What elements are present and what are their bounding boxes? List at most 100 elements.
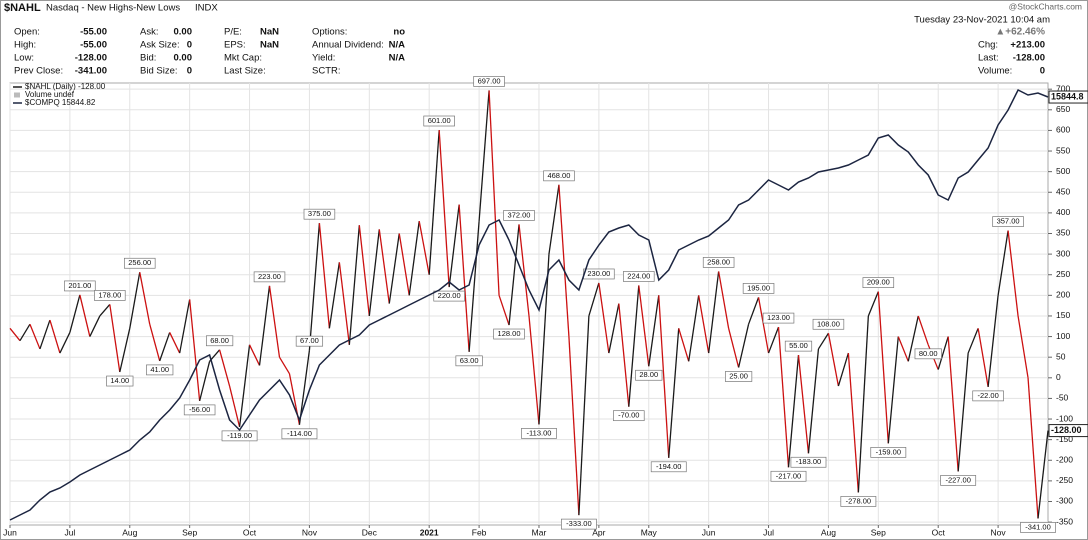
x-tick-label: May — [641, 527, 658, 537]
plot-area — [9, 82, 1049, 526]
line-segment — [149, 324, 161, 362]
x-tick-label: Jun — [702, 527, 716, 537]
line-segment — [358, 225, 370, 317]
value-label-box — [784, 340, 813, 352]
value-label: 468.00 — [547, 171, 570, 180]
value-label-box — [64, 280, 96, 292]
field-label: Prev Close: — [14, 66, 63, 77]
line-segment — [9, 327, 21, 342]
field-label: Mkt Cap: — [224, 53, 262, 64]
line-segment — [29, 323, 41, 350]
line-segment — [468, 221, 480, 352]
line-segment — [727, 328, 740, 368]
y-tick-label: 50 — [1056, 351, 1066, 361]
y-tick-label: -50 — [1056, 393, 1069, 403]
line-segment — [139, 272, 151, 325]
line-segment — [737, 324, 750, 368]
field-value: 0.00 — [174, 53, 193, 64]
value-label: -217.00 — [776, 471, 801, 480]
field-value: -55.00 — [80, 27, 107, 38]
line-segment — [448, 204, 460, 288]
value-label-box — [770, 470, 807, 482]
value-label-box — [790, 456, 827, 468]
line-segment — [757, 297, 770, 354]
value-label: 123.00 — [767, 313, 790, 322]
line-segment — [937, 336, 949, 370]
line-segment — [478, 90, 490, 222]
line-segment — [578, 315, 590, 516]
value-label-box — [724, 371, 753, 382]
line-segment — [199, 361, 211, 402]
line-segment — [638, 285, 650, 367]
legend-label: Volume undef — [25, 90, 75, 99]
line-segment — [877, 291, 889, 444]
line-segment — [228, 385, 241, 428]
y-tick-label: 350 — [1056, 228, 1070, 238]
x-tick-label: Sep — [871, 527, 886, 537]
line-segment — [897, 336, 909, 362]
exchange: INDX — [195, 3, 218, 14]
value-label: 256.00 — [128, 258, 151, 267]
line-segment — [548, 184, 560, 255]
line-segment — [807, 348, 820, 454]
line-segment — [767, 326, 780, 354]
value-label: -183.00 — [796, 457, 821, 466]
line-segment — [268, 285, 281, 358]
last-value-label: -128.00 — [1051, 425, 1082, 435]
field-label: Yield: — [312, 53, 335, 64]
value-label-box — [702, 257, 735, 268]
value-label: -227.00 — [945, 475, 970, 484]
date: Tuesday 23-Nov-2021 10:04 am — [914, 15, 1050, 26]
x-tick-label: Aug — [821, 527, 836, 537]
value-label: -56.00 — [189, 405, 210, 414]
x-tick-label: Sep — [182, 527, 197, 537]
value-label: -119.00 — [227, 431, 252, 440]
field-label: EPS: — [224, 40, 246, 51]
field-value: no — [393, 27, 405, 38]
x-tick-label: Feb — [472, 527, 487, 537]
line-segment — [777, 327, 790, 468]
value-label: 41.00 — [150, 365, 169, 374]
line-segment — [99, 303, 111, 317]
line-segment — [648, 295, 660, 367]
value-label-box — [862, 277, 895, 288]
value-label: 223.00 — [258, 272, 281, 281]
value-label-box — [521, 428, 557, 439]
y-tick-label: 300 — [1056, 248, 1070, 258]
value-label-box — [303, 208, 336, 220]
value-label: 258.00 — [707, 257, 730, 266]
line-segment — [588, 282, 600, 317]
value-label-box — [106, 375, 134, 387]
field-value: NaN — [260, 27, 279, 38]
value-label: 128.00 — [498, 329, 521, 338]
line-segment — [558, 184, 570, 337]
value-label-box — [493, 328, 525, 340]
field-label: Bid: — [140, 53, 156, 64]
line-segment — [458, 204, 470, 352]
value-label: -114.00 — [287, 429, 312, 438]
last-value-box — [1048, 424, 1088, 438]
line-segment — [179, 299, 191, 354]
value-label: 63.00 — [460, 356, 479, 365]
line-segment — [428, 129, 440, 275]
line-segment — [189, 299, 201, 401]
y-tick-label: -250 — [1056, 475, 1073, 485]
line-segment — [708, 271, 720, 354]
x-tick-label: Dec — [362, 527, 378, 537]
field-label: Chg: — [978, 40, 998, 51]
field-label: P/E: — [224, 27, 242, 38]
y-tick-label: 200 — [1056, 290, 1070, 300]
field-label: Annual Dividend: — [312, 40, 384, 51]
line-segment — [258, 285, 271, 366]
line-segment — [528, 315, 540, 425]
field-value: N/A — [389, 53, 406, 64]
value-label-box — [650, 461, 687, 473]
line-segment — [488, 90, 500, 296]
field-label: Ask: — [140, 27, 158, 38]
line-segment — [1017, 315, 1029, 378]
y-tick-label: 250 — [1056, 269, 1070, 279]
y-tick-label: 550 — [1056, 145, 1070, 155]
value-label: 195.00 — [747, 283, 770, 292]
field-value: -128.00 — [1013, 53, 1045, 64]
line-segment — [1037, 430, 1049, 519]
